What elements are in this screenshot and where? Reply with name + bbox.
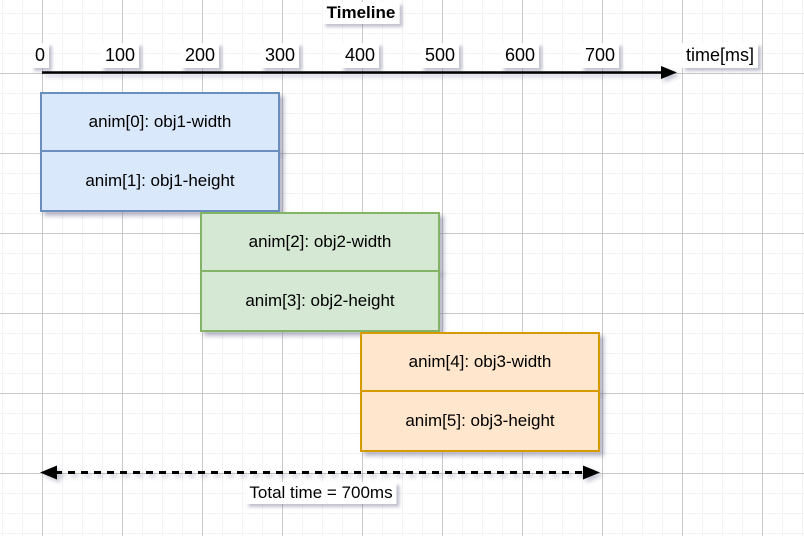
total-duration-arrow xyxy=(40,465,600,480)
diagram-title: Timeline xyxy=(322,2,400,24)
timeline-bar-anim1: anim[1]: obj1-height xyxy=(40,150,280,212)
total-time-label: Total time = 700ms xyxy=(245,482,397,504)
axis-arrowhead-icon xyxy=(661,66,677,79)
axis-tick: 0 xyxy=(30,43,50,68)
axis-tick: 100 xyxy=(100,43,140,68)
axis-tick: 200 xyxy=(180,43,220,68)
timeline-bar-anim0: anim[0]: obj1-width xyxy=(40,92,280,152)
axis-tick: 700 xyxy=(580,43,620,68)
axis-tick: 400 xyxy=(340,43,380,68)
axis-tick: 500 xyxy=(420,43,460,68)
timeline-bar-anim4: anim[4]: obj3-width xyxy=(360,332,600,392)
timeline-bar-anim2: anim[2]: obj2-width xyxy=(200,212,440,272)
left-arrowhead-icon xyxy=(40,465,57,480)
axis-tick: 300 xyxy=(260,43,300,68)
right-arrowhead-icon xyxy=(583,465,600,480)
axis-unit-label: time[ms] xyxy=(681,43,759,68)
timeline-bar-anim3: anim[3]: obj2-height xyxy=(200,270,440,332)
timeline-bar-anim5: anim[5]: obj3-height xyxy=(360,390,600,452)
axis-tick: 600 xyxy=(500,43,540,68)
